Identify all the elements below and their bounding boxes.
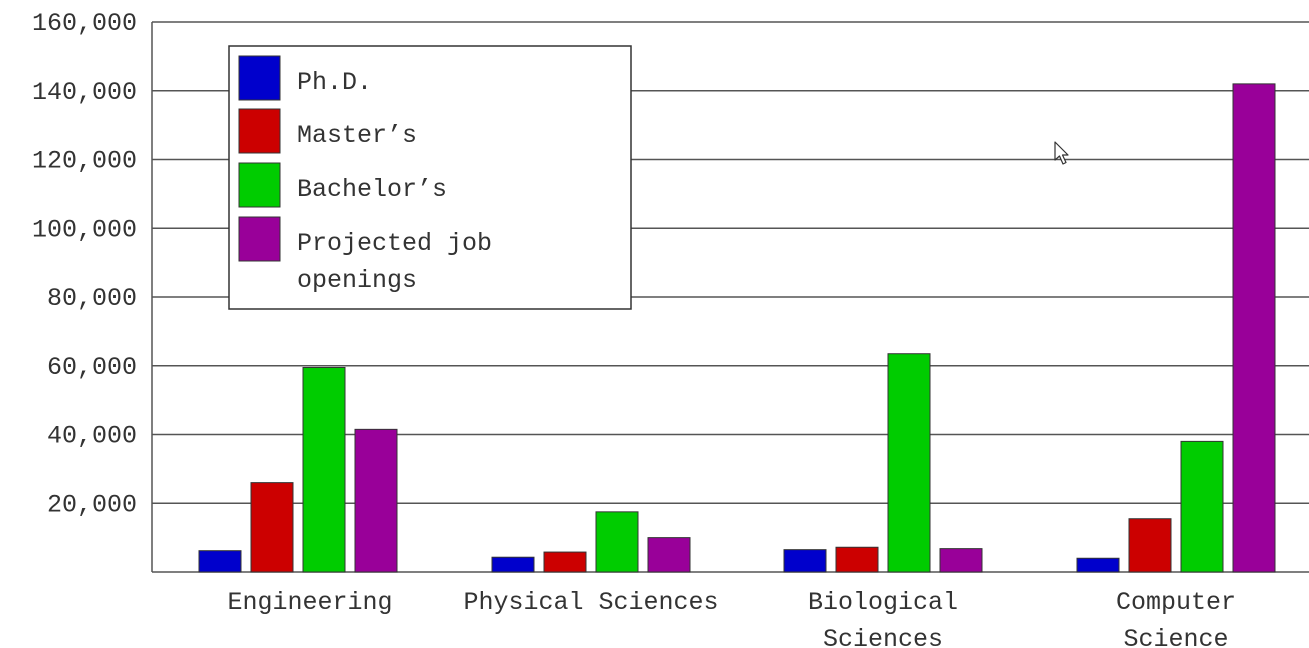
x-category-label: Biological (808, 588, 958, 617)
legend-swatch (238, 216, 281, 262)
x-category-label: Science (1123, 625, 1228, 648)
legend-swatch (238, 55, 281, 101)
y-tick-label: 60,000 (47, 353, 137, 382)
legend-label: openings (297, 266, 417, 295)
legend-swatch (238, 108, 281, 154)
bars (198, 83, 1276, 573)
legend-label: Master’s (297, 121, 417, 150)
bar (939, 548, 983, 573)
x-axis-category-labels: Engineering Physical Sciences Biological Sc… (227, 588, 1236, 648)
bar (647, 537, 691, 573)
bar (595, 511, 639, 573)
bar (250, 482, 294, 573)
x-category-label: Computer (1116, 588, 1236, 617)
x-category-label: Physical Sciences (463, 588, 718, 617)
y-axis-tick-labels: 20,000 40,000 60,000 80,000 100,000 120,000 14… (32, 9, 137, 519)
mouse-pointer-icon (1054, 141, 1069, 165)
x-category-label: Engineering (227, 588, 392, 617)
bar (1232, 83, 1276, 573)
y-tick-label: 140,000 (32, 78, 137, 107)
legend-label: Projected job (297, 229, 492, 258)
y-tick-label: 160,000 (32, 9, 137, 38)
bar (354, 428, 398, 573)
legend-swatch (238, 162, 281, 208)
y-tick-label: 80,000 (47, 284, 137, 313)
y-tick-label: 20,000 (47, 490, 137, 519)
bar (1180, 440, 1224, 573)
y-tick-label: 40,000 (47, 422, 137, 451)
legend-box (228, 45, 632, 310)
legend-label: Ph.D. (297, 68, 372, 97)
x-category-label: Sciences (823, 625, 943, 648)
bar (835, 546, 879, 573)
legend-label: Bachelor’s (297, 175, 447, 204)
bar (1128, 518, 1172, 573)
bar (543, 551, 587, 573)
bar (198, 550, 242, 573)
y-tick-label: 100,000 (32, 215, 137, 244)
legend: Ph.D. Master’s Bachelor’s Projected job open… (228, 45, 632, 310)
bar (887, 353, 931, 573)
bar (302, 366, 346, 573)
bar (491, 556, 535, 573)
bar (783, 549, 827, 573)
y-tick-label: 120,000 (32, 147, 137, 176)
bar (1076, 557, 1120, 573)
